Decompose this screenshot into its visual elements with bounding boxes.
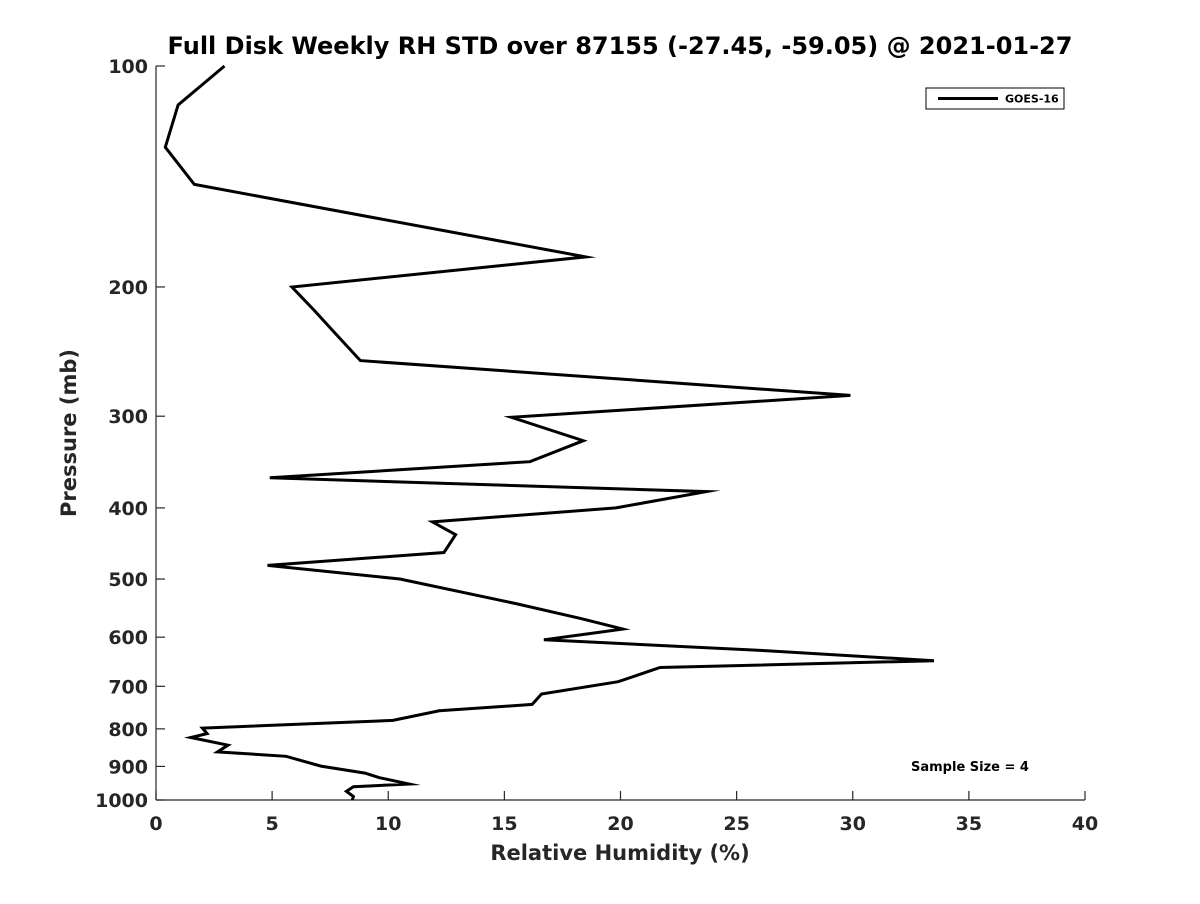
- x-axis-label: Relative Humidity (%): [490, 841, 749, 865]
- sample-size-annotation: Sample Size = 4: [911, 760, 1029, 775]
- y-tick-label: 900: [108, 756, 148, 778]
- y-tick-label: 500: [108, 569, 148, 591]
- x-tick-label: 20: [607, 813, 633, 835]
- legend: GOES-16: [925, 87, 1065, 110]
- x-tick-label: 5: [266, 813, 279, 835]
- y-axis-ticks: 100 200 300 400 500 600 700 800 900 1000: [95, 56, 165, 812]
- y-tick-label: 300: [108, 406, 148, 428]
- axes: [155, 66, 1085, 801]
- x-tick-label: 40: [1072, 813, 1098, 835]
- y-tick-label: 600: [108, 627, 148, 649]
- x-tick-label: 10: [375, 813, 401, 835]
- series-layer: [163, 64, 935, 801]
- chart-title: Full Disk Weekly RH STD over 87155 (-27.…: [168, 32, 1073, 60]
- y-tick-label: 400: [108, 498, 148, 520]
- y-tick-label: 800: [108, 719, 148, 741]
- x-tick-label: 15: [491, 813, 517, 835]
- x-tick-label: 25: [723, 813, 749, 835]
- series-line-goes-16: [163, 64, 935, 801]
- x-tick-label: 35: [956, 813, 982, 835]
- x-tick-label: 0: [149, 813, 162, 835]
- x-tick-label: 30: [840, 813, 866, 835]
- y-axis-label: Pressure (mb): [57, 349, 81, 517]
- y-tick-label: 1000: [95, 790, 148, 812]
- y-tick-label: 700: [108, 676, 148, 698]
- y-tick-label: 100: [108, 56, 148, 78]
- legend-label-goes-16: GOES-16: [1005, 93, 1059, 106]
- y-tick-label: 200: [108, 277, 148, 299]
- x-axis-ticks: 0 5 10 15 20 25 30 35 40: [149, 791, 1098, 835]
